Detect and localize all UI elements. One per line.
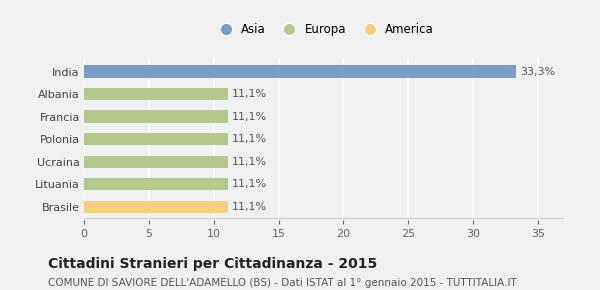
Legend: Asia, Europa, America: Asia, Europa, America — [209, 19, 439, 41]
Bar — [84, 133, 228, 145]
Bar — [84, 110, 228, 123]
Text: 11,1%: 11,1% — [232, 112, 267, 122]
Text: 11,1%: 11,1% — [232, 89, 267, 99]
Text: Cittadini Stranieri per Cittadinanza - 2015: Cittadini Stranieri per Cittadinanza - 2… — [48, 257, 377, 271]
Bar — [84, 65, 516, 78]
Bar — [84, 88, 228, 100]
Bar — [84, 201, 228, 213]
Text: 11,1%: 11,1% — [232, 157, 267, 167]
Text: 11,1%: 11,1% — [232, 134, 267, 144]
Text: COMUNE DI SAVIORE DELL'ADAMELLO (BS) - Dati ISTAT al 1° gennaio 2015 - TUTTITALI: COMUNE DI SAVIORE DELL'ADAMELLO (BS) - D… — [48, 278, 517, 288]
Bar — [84, 155, 228, 168]
Bar — [84, 178, 228, 191]
Text: 11,1%: 11,1% — [232, 179, 267, 189]
Text: 33,3%: 33,3% — [520, 67, 555, 77]
Text: 11,1%: 11,1% — [232, 202, 267, 212]
